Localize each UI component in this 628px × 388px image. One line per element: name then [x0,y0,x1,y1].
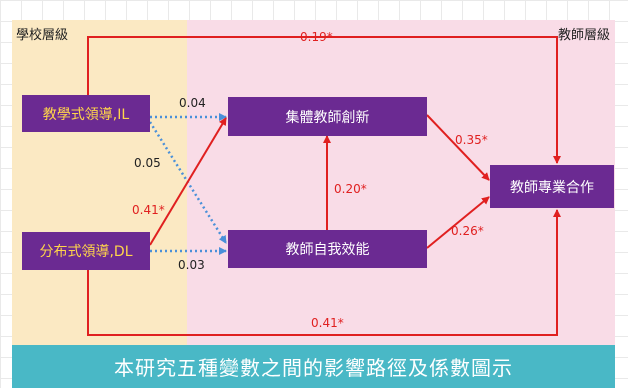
coef-il-pc: 0.19* [300,30,333,44]
coef-dl-pc: 0.41* [311,316,344,330]
path-se-pc [426,196,490,249]
coef-se-pc: 0.26* [451,224,484,238]
node-il: 教學式領導,IL [22,95,150,132]
coef-se-ci: 0.20* [334,182,367,196]
figure-caption: 本研究五種變數之間的影響路徑及係數圖示 [12,345,615,388]
node-ci: 集體教師創新 [228,97,427,136]
school-level-panel [12,20,187,345]
coef-dl-se: 0.03 [178,258,205,272]
coef-il-ci: 0.04 [179,96,206,110]
coef-dl-ci: 0.41* [132,203,165,217]
school-level-label: 學校層級 [16,28,69,43]
node-pc: 教師專業合作 [490,165,614,208]
path-dl-ci [149,117,227,246]
path-dl-pc [87,209,561,336]
node-dl: 分布式領導,DL [22,232,150,270]
node-se: 教師自我效能 [228,230,427,268]
coef-ci-pc: 0.35* [455,133,488,147]
path-ci-pc [426,114,490,181]
coef-il-se: 0.05 [134,156,161,170]
path-il-pc [87,36,561,164]
teacher-level-label: 教師層級 [558,28,611,43]
